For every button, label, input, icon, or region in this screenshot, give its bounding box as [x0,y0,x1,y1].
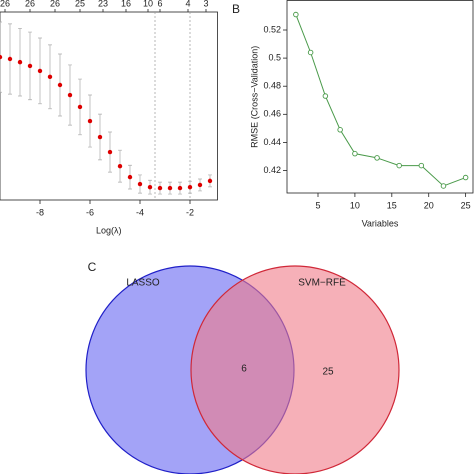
region-count: 6 [241,364,247,375]
point [440,183,447,189]
point [107,149,113,155]
y-tick-label: 0.52 [263,24,281,34]
x-tick-label: 15 [387,200,397,210]
region-count: 25 [322,367,334,378]
point [127,174,133,180]
x-tick-label: 20 [424,200,434,210]
y-tick-label: 0.44 [263,137,281,147]
point [27,63,33,69]
point [352,150,358,157]
point [207,178,213,184]
point [396,162,402,169]
point [57,82,63,88]
point [87,118,93,124]
plot-frame [0,11,218,201]
panel-label: C [88,260,97,274]
set-label: LASSO [126,278,160,289]
top-tick-label: 23 [98,0,108,8]
point [77,104,83,110]
point [177,185,183,191]
x-tick-label: -4 [136,207,144,217]
y-tick-label: 0.42 [263,165,281,175]
point [167,185,173,191]
top-tick-label: 26 [25,0,35,8]
point [7,56,13,62]
point [97,134,103,140]
point [147,184,153,190]
point [187,184,193,190]
set-label: SVM−RFE [298,278,346,289]
x-tick-label: 10 [350,200,360,210]
x-axis-label: Log(λ) [96,225,122,235]
point [374,155,380,161]
top-tick-label: 3 [203,0,208,8]
point [37,68,43,74]
x-tick-label: -2 [186,207,194,217]
x-axis-label: Variables [362,218,399,228]
top-tick-label: 26 [0,0,10,8]
y-tick-label: 0.5 [268,52,281,62]
top-tick-label: 6 [157,0,162,8]
y-tick-label: 0.46 [263,109,281,119]
line [295,14,466,187]
point [307,49,314,56]
top-tick-label: 4 [185,0,190,8]
set-circle [190,265,400,474]
x-tick-label: -6 [86,207,94,217]
point [197,182,203,188]
point [117,163,123,169]
top-tick-label: 25 [75,0,85,8]
plot-frame [286,0,474,194]
top-tick-label: 10 [143,0,153,8]
point [157,185,163,191]
x-tick-label: -8 [36,207,44,217]
point [67,92,73,98]
point [337,127,343,133]
point [17,59,23,65]
top-tick-label: 16 [121,0,131,8]
point [137,181,143,187]
point [0,54,3,60]
point [322,93,329,99]
panel-label: B [232,2,240,16]
y-tick-label: 0.48 [263,81,281,91]
point [462,174,469,181]
x-tick-label: 25 [461,200,471,210]
y-axis-label: RMSE (Cross−Validation) [249,46,259,148]
top-tick-label: 26 [50,0,60,8]
x-tick-label: 5 [315,200,320,210]
error-bar [0,21,2,93]
point [47,74,53,80]
point [418,162,425,169]
point [293,11,299,18]
